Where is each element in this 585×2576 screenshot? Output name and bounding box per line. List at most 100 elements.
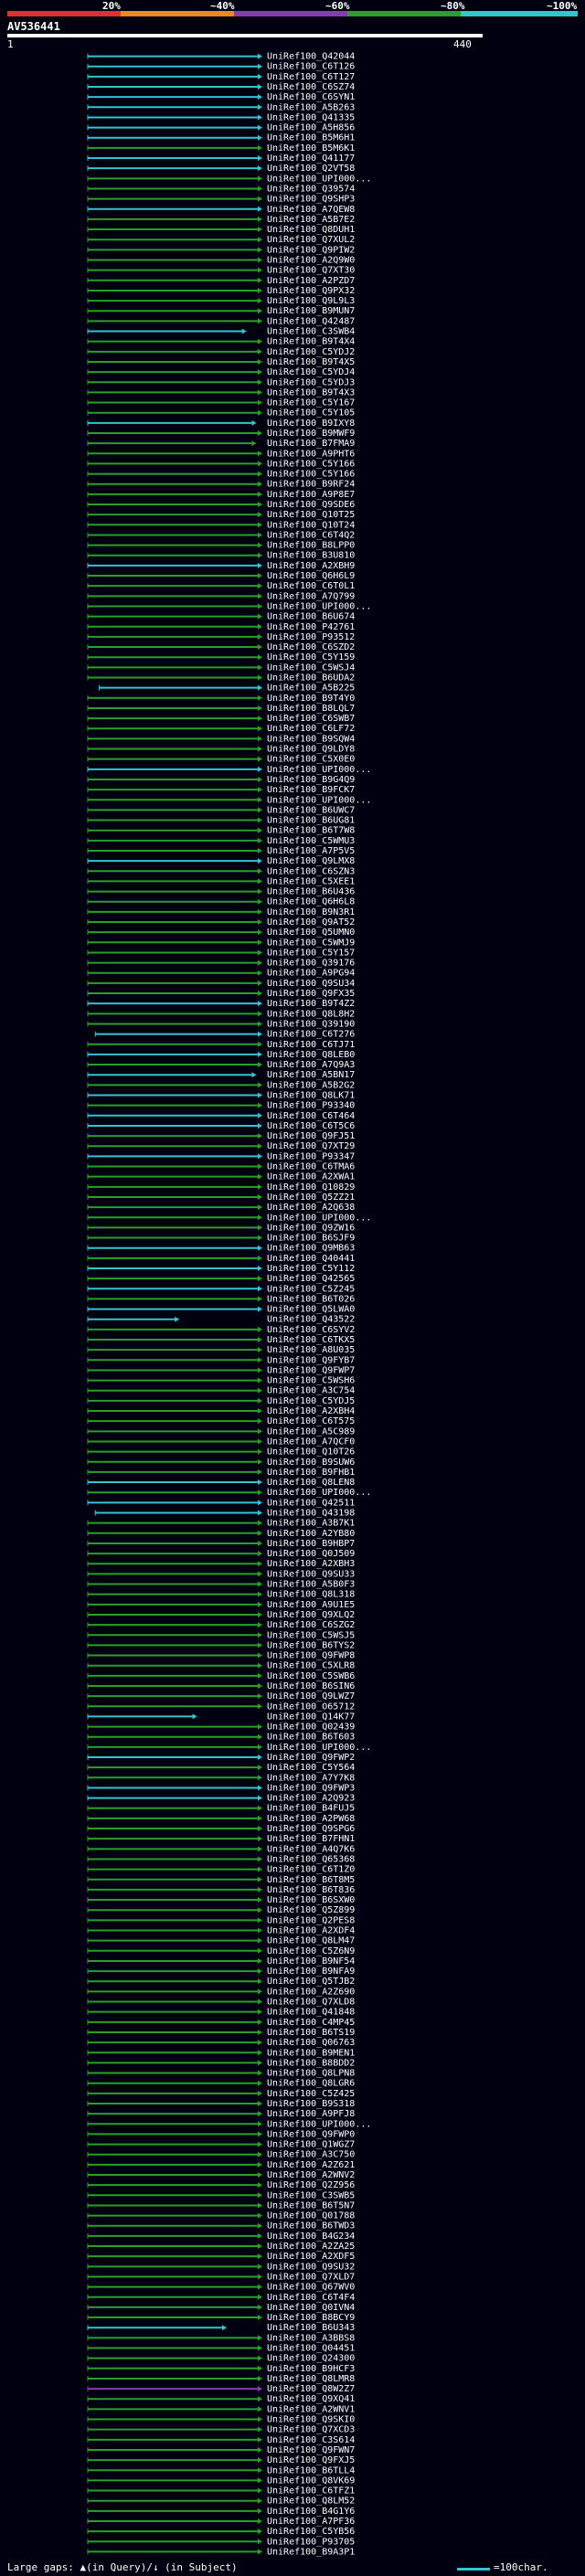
hit-row[interactable]: UniRef100_Q0IVN4 — [87, 2303, 355, 2313]
hit-label[interactable]: UniRef100_C3SWB5 — [267, 2190, 355, 2200]
hit-label[interactable]: UniRef100_B6T836 — [267, 1885, 355, 1895]
hit-label[interactable]: UniRef100_Q1WGZ7 — [267, 2140, 355, 2150]
hit-row[interactable]: UniRef100_C6SZ74 — [87, 82, 355, 92]
hit-row[interactable]: UniRef100_C6SWB7 — [87, 714, 355, 724]
hit-row[interactable]: UniRef100_C5Z245 — [87, 1284, 355, 1294]
hit-label[interactable]: UniRef100_Q6H6L8 — [267, 897, 355, 907]
hit-row[interactable]: UniRef100_A9PHT6 — [87, 449, 355, 459]
hit-row[interactable]: UniRef100_Q9FWP8 — [87, 1651, 355, 1661]
hit-row[interactable]: UniRef100_B8LPP0 — [87, 541, 355, 551]
hit-row[interactable]: UniRef100_Q10T24 — [87, 520, 355, 530]
hit-row[interactable]: UniRef100_Q42511 — [87, 1498, 355, 1508]
hit-row[interactable]: UniRef100_B9T4X3 — [87, 387, 355, 398]
hit-label[interactable]: UniRef100_B4FUJ5 — [267, 1804, 355, 1814]
hit-label[interactable]: UniRef100_C5Z245 — [267, 1284, 355, 1294]
hit-row[interactable]: UniRef100_A3BBS8 — [87, 2333, 355, 2343]
hit-label[interactable]: UniRef100_C5X0E0 — [267, 755, 355, 765]
hit-row[interactable]: UniRef100_Q8LGR6 — [87, 2079, 355, 2089]
hit-row[interactable]: UniRef100_B6T5N7 — [87, 2200, 355, 2210]
hit-label[interactable]: UniRef100_Q9MB63 — [267, 1244, 355, 1254]
hit-label[interactable]: UniRef100_A5B0F3 — [267, 1580, 355, 1590]
hit-label[interactable]: UniRef100_C5XEE1 — [267, 876, 355, 886]
hit-row[interactable]: UniRef100_A2ZA25 — [87, 2242, 355, 2252]
hit-label[interactable]: UniRef100_A5B225 — [267, 684, 355, 694]
hit-row[interactable]: UniRef100_Q39190 — [87, 1019, 355, 1029]
hit-label[interactable]: UniRef100_UPI000... — [267, 795, 371, 805]
hit-row[interactable]: UniRef100_Q10T26 — [87, 1447, 355, 1458]
hit-label[interactable]: UniRef100_B9SQW4 — [267, 734, 355, 744]
hit-label[interactable]: UniRef100_B9T4X3 — [267, 387, 355, 398]
hit-row[interactable]: UniRef100_Q9XLQ2 — [87, 1610, 355, 1620]
hit-row[interactable]: UniRef100_C5WSH6 — [87, 1376, 355, 1386]
hit-row[interactable]: UniRef100_P93347 — [87, 1151, 355, 1161]
hit-label[interactable]: UniRef100_B6TS19 — [267, 2028, 355, 2038]
hit-row[interactable]: UniRef100_Q04451 — [87, 2344, 355, 2354]
hit-label[interactable]: UniRef100_UPI000... — [267, 2119, 371, 2129]
hit-label[interactable]: UniRef100_UPI000... — [267, 1743, 371, 1753]
hit-row[interactable]: UniRef100_Q9SU34 — [87, 979, 355, 989]
hit-row[interactable]: UniRef100_Q8LM47 — [87, 1936, 355, 1946]
hit-row[interactable]: UniRef100_C5Y112 — [87, 1264, 355, 1274]
hit-label[interactable]: UniRef100_A2XBH3 — [267, 1559, 355, 1569]
hit-label[interactable]: UniRef100_B8BDD2 — [267, 2058, 355, 2068]
hit-label[interactable]: UniRef100_C5Y167 — [267, 398, 355, 408]
hit-label[interactable]: UniRef100_B3U810 — [267, 551, 355, 561]
hit-label[interactable]: UniRef100_A5BN17 — [267, 1070, 355, 1080]
hit-row[interactable]: UniRef100_B7FMA9 — [87, 439, 355, 449]
hit-label[interactable]: UniRef100_UPI000... — [267, 1213, 371, 1223]
hit-label[interactable]: UniRef100_Q39574 — [267, 184, 355, 194]
hit-row[interactable]: UniRef100_Q9SKI0 — [87, 2415, 355, 2425]
hit-label[interactable]: UniRef100_P93512 — [267, 632, 355, 642]
hit-row[interactable]: UniRef100_C6SZD2 — [87, 642, 355, 652]
hit-row[interactable]: UniRef100_UPI000... — [87, 1213, 371, 1223]
hit-row[interactable]: UniRef100_B4FUJ5 — [87, 1804, 355, 1814]
hit-row[interactable]: UniRef100_C6SZN3 — [87, 866, 355, 876]
hit-row[interactable]: UniRef100_B8LQL7 — [87, 704, 355, 714]
hit-label[interactable]: UniRef100_B9MEN1 — [267, 2048, 355, 2058]
hit-label[interactable]: UniRef100_Q42044 — [267, 52, 355, 62]
hit-label[interactable]: UniRef100_B9T4Y0 — [267, 694, 355, 704]
hit-label[interactable]: UniRef100_C6SZD2 — [267, 642, 355, 652]
hit-row[interactable]: UniRef100_B9FHB1 — [87, 1468, 355, 1478]
hit-row[interactable]: UniRef100_B6U674 — [87, 612, 355, 622]
hit-label[interactable]: UniRef100_Q43198 — [267, 1509, 355, 1519]
hit-row[interactable]: UniRef100_Q9PX32 — [87, 286, 355, 296]
hit-row[interactable]: UniRef100_O65712 — [87, 1701, 355, 1712]
hit-label[interactable]: UniRef100_A7QCF0 — [267, 1436, 355, 1447]
hit-label[interactable]: UniRef100_Q9SU32 — [267, 2262, 355, 2272]
hit-label[interactable]: UniRef100_B6U343 — [267, 2323, 355, 2333]
hit-label[interactable]: UniRef100_C6TKX5 — [267, 1335, 355, 1345]
hit-label[interactable]: UniRef100_UPI000... — [267, 1488, 371, 1498]
hit-label[interactable]: UniRef100_Q7XLD8 — [267, 1998, 355, 2008]
hit-row[interactable]: UniRef100_A3C754 — [87, 1386, 355, 1396]
hit-row[interactable]: UniRef100_Q8LEB0 — [87, 1050, 355, 1060]
hit-label[interactable]: UniRef100_Q8LPN8 — [267, 2069, 355, 2079]
hit-label[interactable]: UniRef100_Q9SDE6 — [267, 500, 355, 510]
hit-label[interactable]: UniRef100_A5B7E2 — [267, 215, 355, 225]
hit-label[interactable]: UniRef100_Q9FWP8 — [267, 1651, 355, 1661]
hit-row[interactable]: UniRef100_Q8LPN8 — [87, 2069, 355, 2079]
hit-label[interactable]: UniRef100_Q9SU33 — [267, 1569, 355, 1579]
hit-label[interactable]: UniRef100_B6SIN6 — [267, 1681, 355, 1691]
hit-row[interactable]: UniRef100_A7QEW8 — [87, 205, 355, 215]
hit-label[interactable]: UniRef100_A2Q638 — [267, 1203, 355, 1213]
hit-label[interactable]: UniRef100_A7P5V5 — [267, 846, 355, 856]
hit-label[interactable]: UniRef100_A2XBH4 — [267, 1406, 355, 1416]
hit-label[interactable]: UniRef100_C6T4Q2 — [267, 530, 355, 540]
hit-label[interactable]: UniRef100_Q7XUL2 — [267, 235, 355, 245]
hit-row[interactable]: UniRef100_Q8DUH1 — [87, 225, 355, 235]
hit-label[interactable]: UniRef100_A7PF36 — [267, 2517, 355, 2527]
hit-row[interactable]: UniRef100_UPI000... — [87, 2119, 371, 2129]
hit-label[interactable]: UniRef100_A7QEW8 — [267, 205, 355, 215]
hit-label[interactable]: UniRef100_A2PZD7 — [267, 276, 355, 286]
hit-label[interactable]: UniRef100_B6T026 — [267, 1294, 355, 1304]
hit-row[interactable]: UniRef100_P93512 — [87, 632, 355, 642]
hit-row[interactable]: UniRef100_Q14K77 — [87, 1712, 355, 1722]
hit-label[interactable]: UniRef100_C5WSH6 — [267, 1376, 355, 1386]
hit-label[interactable]: UniRef100_B6SJF9 — [267, 1234, 355, 1244]
hit-label[interactable]: UniRef100_Q9XLQ2 — [267, 1610, 355, 1620]
hit-row[interactable]: UniRef100_A5B2G2 — [87, 1080, 355, 1090]
hit-label[interactable]: UniRef100_A9P8E7 — [267, 490, 355, 500]
hit-row[interactable]: UniRef100_Q9SHP3 — [87, 195, 355, 205]
hit-row[interactable]: UniRef100_Q39574 — [87, 184, 355, 194]
